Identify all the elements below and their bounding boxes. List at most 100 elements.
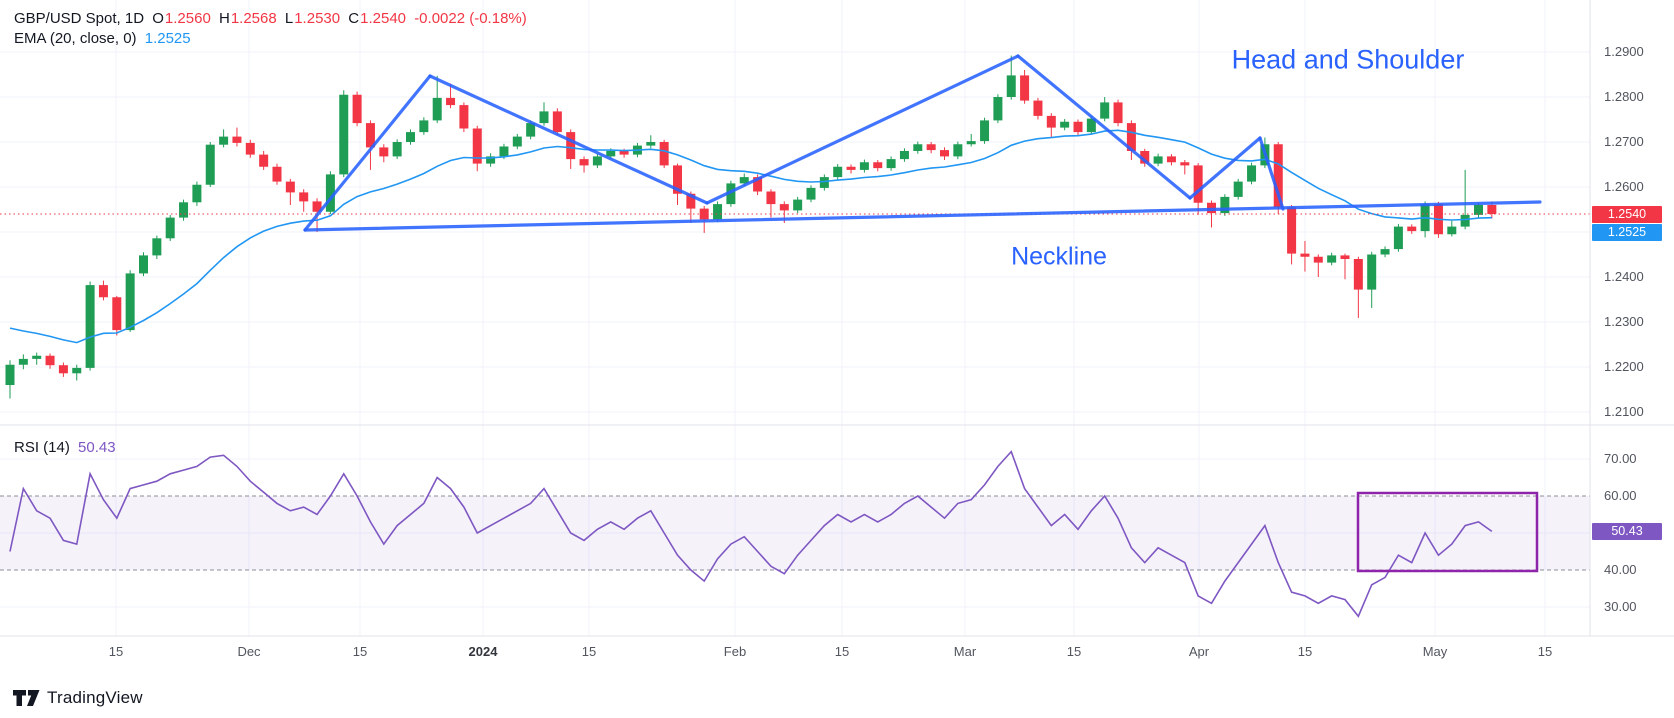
candle-body [259,154,269,167]
candle-body [18,358,28,365]
candle-body [1113,102,1123,124]
candle-body [833,166,843,178]
trendline-left-shoulder-up[interactable] [303,74,432,232]
candle-body [112,297,122,331]
candle-body [539,111,549,124]
high-label: H [218,10,230,27]
candle-body [1126,123,1136,151]
candle-body [579,159,589,166]
rsi-rectangle-annotation[interactable] [1356,491,1539,573]
time-axis-label: 15 [108,644,124,659]
candle-body [1460,214,1470,227]
candle-body [1367,254,1377,290]
candle-body [846,166,856,170]
rsi-line[interactable] [9,450,1493,618]
tradingview-logo-icon [13,690,40,706]
time-axis-label: Dec [237,644,261,659]
candle-body [606,151,616,157]
candle-body [5,364,15,385]
candle-body [45,355,55,366]
symbol-title[interactable]: GBP/USD Spot, 1D [14,10,145,27]
candle-body [1474,205,1483,215]
time-axis-label: Mar [953,644,977,659]
time-axis-label: 15 [1537,644,1553,659]
neckline-label[interactable]: Neckline [1011,242,1107,271]
candle-body [1353,259,1363,290]
trendline-head-up[interactable] [705,54,1020,205]
candle-body [926,144,936,151]
rsi-axis-label: 30.00 [1604,599,1637,614]
candle-body [566,132,576,160]
candle-body [1140,151,1150,164]
time-axis-label: May [1422,644,1448,659]
price-axis-label: 1.2600 [1604,179,1644,194]
tradingview-logo[interactable]: TradingView [13,688,143,708]
candle-body [699,208,709,220]
time-axis-label: 15 [1066,644,1082,659]
candle-body [552,111,562,133]
candle-body [766,191,776,205]
trendline-head-down[interactable] [1016,54,1192,200]
candle-body [139,255,148,274]
candle-body [512,136,522,147]
time-axis-label: 15 [581,644,597,659]
candle-body [646,142,656,146]
candle-body [152,238,162,256]
price-axis-label: 1.2800 [1604,89,1644,104]
price-axis-label: 1.2300 [1604,314,1644,329]
open-value: 1.2560 [164,10,211,27]
candle-body [1273,144,1283,208]
ema-line[interactable] [9,129,1492,344]
candle-body [726,183,736,205]
close-label: C [348,10,360,27]
rsi-axis-label: 40.00 [1604,562,1637,577]
candle-body [940,150,949,157]
ema-label: EMA (20, close, 0) [14,30,137,47]
candle-body [1327,255,1337,263]
candle-body [1247,165,1257,182]
candle-body [859,162,869,170]
candle-body [713,204,723,220]
candle-body [299,192,309,202]
candle-body [1153,156,1163,164]
candle-body [886,159,896,169]
candle-body [1287,207,1297,254]
last-price-badge: 1.2540 [1592,206,1662,223]
candle-body [1447,226,1457,235]
candle-body [913,144,923,151]
candle-body [1487,205,1497,214]
trendline-right-shoulder-up[interactable] [1188,136,1262,200]
candle-body [1006,75,1016,97]
trendline-right-shoulder-down[interactable] [1258,136,1285,211]
candle-body [1073,121,1083,133]
rsi-value-badge: 50.43 [1592,523,1662,540]
ema-legend[interactable]: EMA (20, close, 0) 1.2525 [14,30,195,47]
time-axis-label: 15 [834,644,850,659]
candle-body [592,156,602,166]
time-axis-label: 15 [352,644,368,659]
rsi-legend[interactable]: RSI (14) 50.43 [14,439,120,456]
candle-body [245,142,255,155]
candle-body [1033,100,1043,116]
candle-body [1233,181,1243,197]
open-label: O [152,10,164,27]
head-and-shoulder-label[interactable]: Head and Shoulder [1231,44,1465,75]
candle-body [819,177,829,188]
candle-body [619,151,629,155]
price-axis-label: 1.2200 [1604,359,1644,374]
candle-body [1407,226,1417,232]
trendline-left-shoulder-down[interactable] [428,74,709,205]
time-axis-label: 2024 [468,644,498,659]
candle-body [739,177,749,184]
candle-body [526,123,536,137]
candle-body [339,94,349,175]
candle-body [219,136,229,145]
candle-body [659,142,669,166]
trendline-neckline[interactable] [303,200,1542,232]
high-value: 1.2568 [230,10,277,27]
candle-body [1180,162,1190,166]
symbol-legend[interactable]: GBP/USD Spot, 1D O1.2560 H1.2568 L1.2530… [14,10,531,27]
candle-body [352,94,362,124]
candle-body [432,97,442,121]
